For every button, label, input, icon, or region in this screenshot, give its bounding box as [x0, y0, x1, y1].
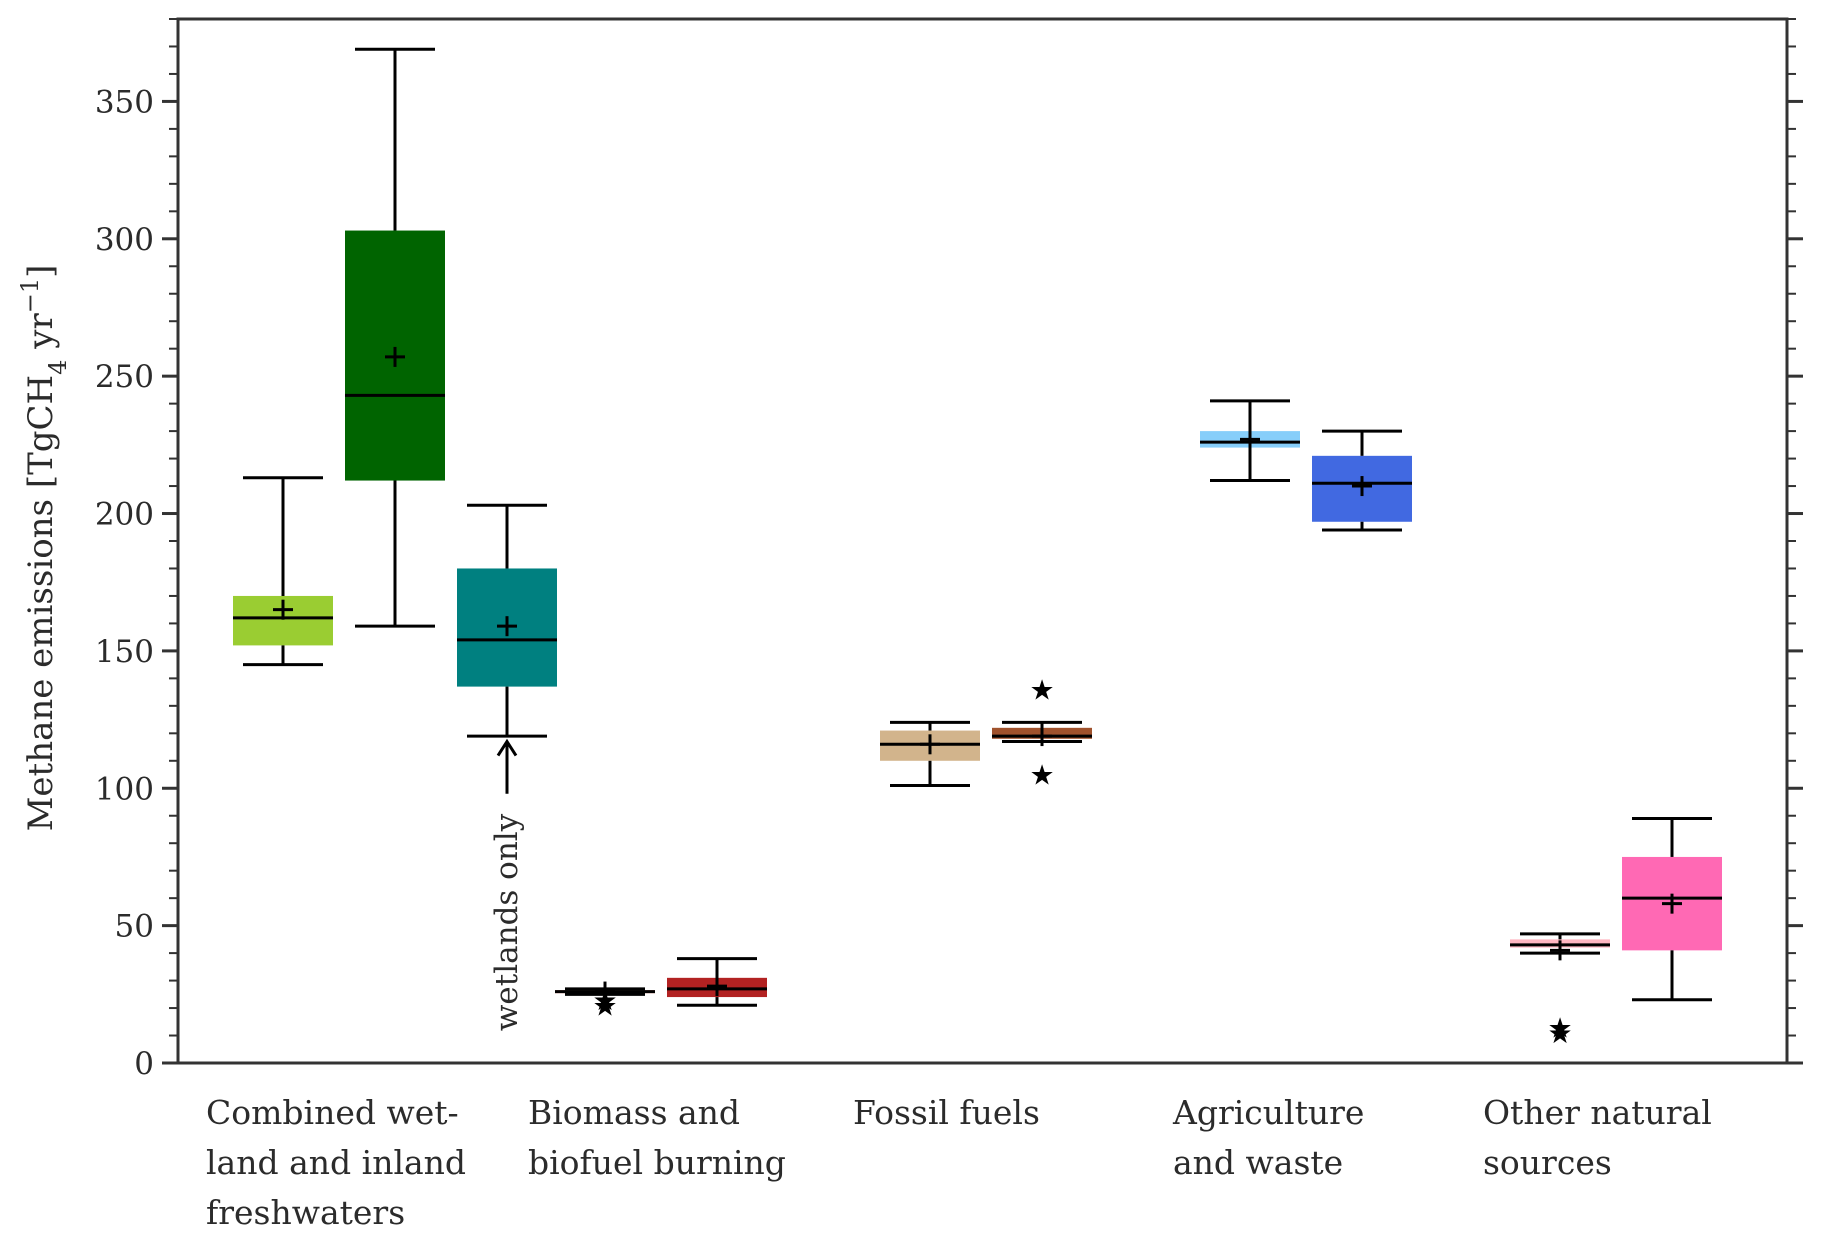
outlier-star: ★ [1547, 1017, 1572, 1050]
y-tick-label: 50 [115, 909, 154, 945]
category-label: and waste [1173, 1143, 1343, 1182]
box-plot-4 [667, 957, 767, 1007]
box-plot-6: ★★ [992, 673, 1092, 792]
category-label: sources [1483, 1143, 1612, 1182]
y-tick-label: 350 [95, 84, 154, 120]
y-tick-label: 300 [95, 222, 154, 258]
category-label: land and inland [206, 1143, 466, 1182]
box-plot-1 [345, 47, 445, 628]
annotation-wetlands-only: wetlands only [489, 813, 525, 1031]
box-plot-9: ★★ [1510, 932, 1610, 1050]
category-label: Other natural [1483, 1093, 1712, 1132]
y-tick-label: 100 [95, 771, 154, 807]
box-plot-3: ★★ [555, 981, 655, 1022]
y-tick-label: 150 [95, 634, 154, 670]
plot-frame [176, 17, 1789, 1065]
y-tick-label: 0 [134, 1046, 154, 1082]
category-label: biofuel burning [528, 1143, 786, 1182]
outlier-star: ★ [1029, 759, 1054, 792]
outlier-star: ★ [1547, 1011, 1572, 1044]
outlier-star: ★ [592, 984, 617, 1017]
category-label: Biomass and [528, 1093, 740, 1132]
box-plot-2 [457, 503, 557, 738]
y-axis-title: Methane emissions [TgCH4 yr−1] [16, 265, 72, 832]
y-tick-label: 250 [95, 359, 154, 395]
category-label: freshwaters [206, 1193, 405, 1232]
category-label: Fossil fuels [853, 1093, 1040, 1132]
outlier-star: ★ [592, 989, 617, 1022]
category-label: Agriculture [1172, 1093, 1364, 1132]
category-label: Combined wet- [206, 1093, 459, 1132]
box-plot-0 [233, 476, 333, 667]
y-tick-label: 200 [95, 497, 154, 533]
box-plot-5 [880, 720, 980, 788]
box-plot-7 [1200, 399, 1300, 483]
box-plot-10 [1622, 816, 1722, 1002]
annotation-arrow-head [496, 738, 518, 757]
outlier-star: ★ [1029, 673, 1054, 706]
box-plot-8 [1312, 429, 1412, 532]
